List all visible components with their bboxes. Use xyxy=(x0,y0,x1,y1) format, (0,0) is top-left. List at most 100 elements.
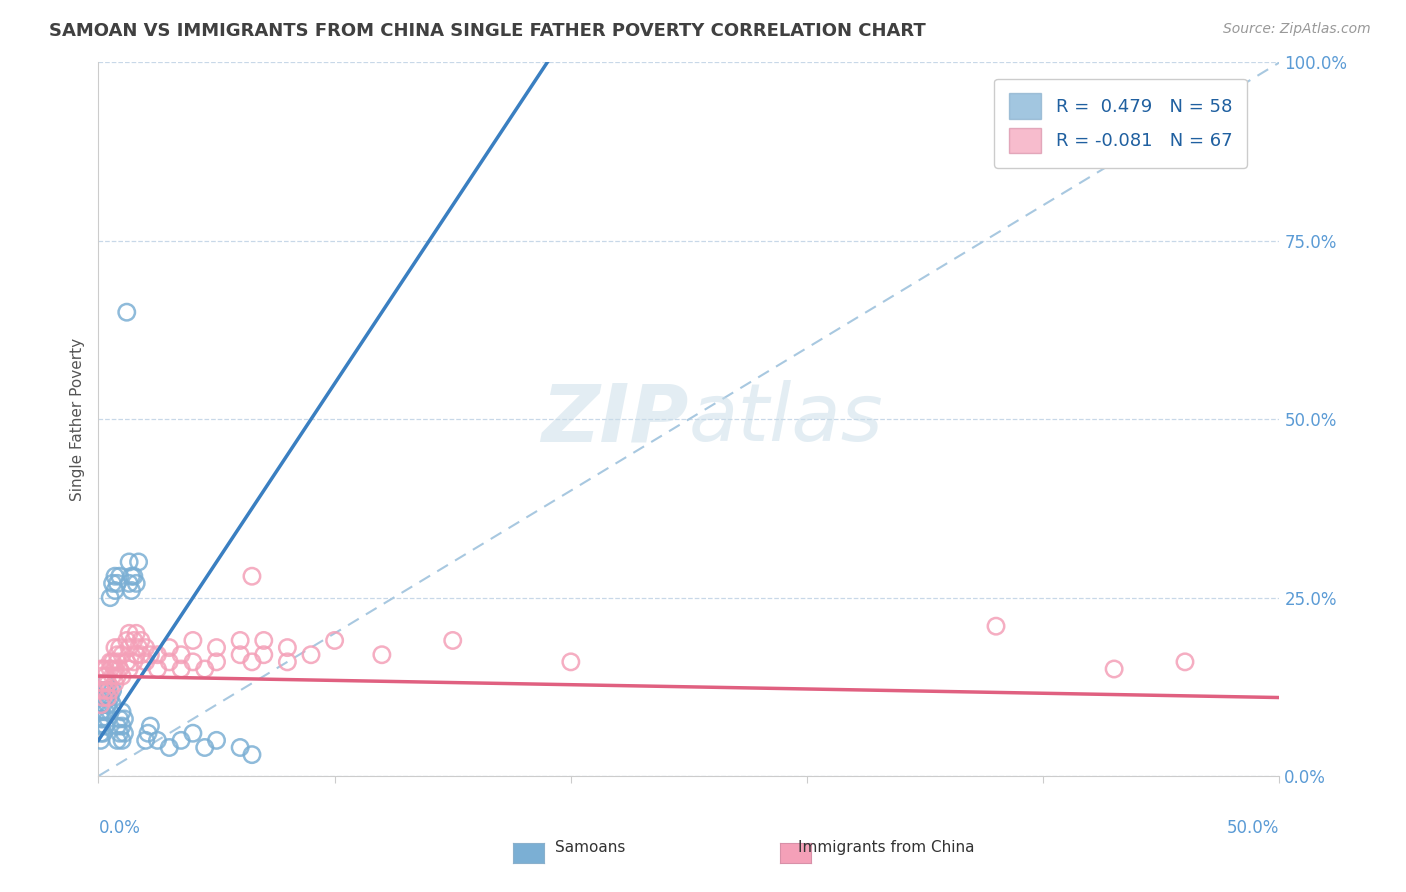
Point xyxy=(101,683,124,698)
Point xyxy=(97,676,120,690)
Point xyxy=(157,640,180,655)
Point xyxy=(105,733,128,747)
Point xyxy=(125,648,148,662)
Point xyxy=(128,555,150,569)
Point xyxy=(97,690,120,705)
Point xyxy=(118,640,141,655)
Point xyxy=(108,569,131,583)
Point xyxy=(139,648,162,662)
Point xyxy=(121,583,143,598)
Point xyxy=(105,669,128,683)
Point xyxy=(111,705,134,719)
Point xyxy=(146,662,169,676)
Point xyxy=(105,576,128,591)
Point xyxy=(118,555,141,569)
Point xyxy=(135,640,157,655)
Point xyxy=(91,662,114,676)
Point xyxy=(146,648,169,662)
Point xyxy=(371,648,394,662)
Point xyxy=(91,726,114,740)
Point xyxy=(170,648,193,662)
Point xyxy=(181,726,204,740)
Point xyxy=(229,633,252,648)
Point xyxy=(125,576,148,591)
Point xyxy=(94,683,117,698)
Point xyxy=(129,648,152,662)
Point xyxy=(91,712,114,726)
Point xyxy=(240,569,263,583)
Point xyxy=(90,683,112,698)
Point xyxy=(194,662,217,676)
Point xyxy=(105,655,128,669)
Point xyxy=(90,705,112,719)
Y-axis label: Single Father Poverty: Single Father Poverty xyxy=(70,338,86,500)
Point xyxy=(91,676,114,690)
Point xyxy=(1174,655,1197,669)
Point xyxy=(90,690,112,705)
Text: Immigrants from China: Immigrants from China xyxy=(797,840,974,855)
Text: Samoans: Samoans xyxy=(555,840,626,855)
Point xyxy=(157,655,180,669)
Point xyxy=(98,705,121,719)
Point xyxy=(229,740,252,755)
Text: atlas: atlas xyxy=(689,380,884,458)
Point xyxy=(91,690,114,705)
Point xyxy=(115,655,138,669)
Point xyxy=(108,712,131,726)
Point xyxy=(94,719,117,733)
Point xyxy=(90,726,112,740)
Point xyxy=(253,648,276,662)
Point xyxy=(97,698,120,712)
Point xyxy=(90,719,112,733)
Point xyxy=(121,569,143,583)
Point xyxy=(122,633,145,648)
Point xyxy=(104,662,127,676)
Point xyxy=(170,662,193,676)
Point xyxy=(104,676,127,690)
Point xyxy=(122,569,145,583)
Point xyxy=(1102,662,1125,676)
Point xyxy=(323,633,346,648)
Point xyxy=(97,712,120,726)
Point xyxy=(108,662,131,676)
Point xyxy=(240,747,263,762)
Legend: R =  0.479   N = 58, R = -0.081   N = 67: R = 0.479 N = 58, R = -0.081 N = 67 xyxy=(994,78,1247,168)
Point xyxy=(94,705,117,719)
Point xyxy=(108,726,131,740)
Point xyxy=(560,655,582,669)
Point xyxy=(181,655,204,669)
Point xyxy=(299,648,322,662)
Point xyxy=(135,655,157,669)
Point xyxy=(98,662,121,676)
Point xyxy=(94,669,117,683)
Point xyxy=(181,633,204,648)
Point xyxy=(105,648,128,662)
Text: 0.0%: 0.0% xyxy=(98,819,141,837)
Point xyxy=(253,633,276,648)
Point xyxy=(441,633,464,648)
Point xyxy=(111,719,134,733)
Point xyxy=(125,626,148,640)
Text: ZIP: ZIP xyxy=(541,380,689,458)
Point xyxy=(98,690,121,705)
Point xyxy=(276,655,298,669)
Point xyxy=(94,662,117,676)
Point xyxy=(108,640,131,655)
Text: SAMOAN VS IMMIGRANTS FROM CHINA SINGLE FATHER POVERTY CORRELATION CHART: SAMOAN VS IMMIGRANTS FROM CHINA SINGLE F… xyxy=(49,22,927,40)
Point xyxy=(139,719,162,733)
Point xyxy=(98,655,121,669)
Point xyxy=(104,569,127,583)
Point xyxy=(112,712,135,726)
Point xyxy=(94,676,117,690)
Point xyxy=(105,719,128,733)
Point xyxy=(90,698,112,712)
Point xyxy=(101,576,124,591)
Point xyxy=(97,683,120,698)
Point xyxy=(104,583,127,598)
Point xyxy=(157,740,180,755)
Point xyxy=(205,655,228,669)
Point xyxy=(90,712,112,726)
Point xyxy=(104,640,127,655)
Point xyxy=(98,683,121,698)
Point xyxy=(170,733,193,747)
